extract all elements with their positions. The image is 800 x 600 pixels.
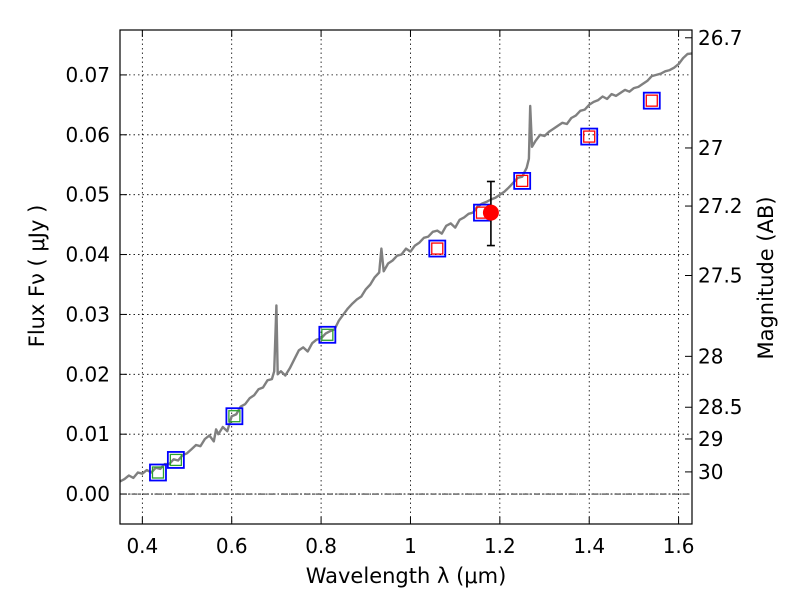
- observed-photometry-marker: [642, 91, 661, 110]
- photometry-markers: [149, 91, 661, 482]
- observed-photometry-marker: [149, 463, 167, 482]
- x-tick-label: 1.2: [484, 534, 516, 558]
- model-photometry-marker: [228, 410, 241, 423]
- y-tick-label: 0.03: [65, 302, 110, 326]
- observed-photometry-marker: [428, 239, 447, 258]
- x-tick-label: 0.8: [305, 534, 337, 558]
- detection-point: [482, 204, 499, 221]
- model-photometry-marker: [645, 94, 658, 107]
- model-photometry-marker: [431, 242, 444, 255]
- magnitude-tick-label: 30: [698, 460, 723, 484]
- x-axis-ticks: 0.4 0.6 0.8 1 1.2 1.4 1.6: [126, 30, 695, 558]
- grid-lines: [120, 30, 692, 524]
- y-tick-label: 0.04: [65, 243, 110, 267]
- spectrum-line: [119, 52, 693, 483]
- magnitude-tick-label: 27.2: [698, 194, 743, 218]
- magnitude-tick-label: 26.7: [698, 26, 743, 50]
- x-tick-label: 0.4: [126, 534, 158, 558]
- magnitude-tick-label: 27.5: [698, 264, 743, 288]
- x-axis-label: Wavelength λ (μm): [306, 564, 507, 588]
- x-tick-label: 0.6: [216, 534, 248, 558]
- magnitude-tick-label: 28: [698, 344, 723, 368]
- model-photometry-marker: [321, 328, 334, 341]
- y-tick-label: 0.05: [65, 183, 110, 207]
- observed-photometry-marker: [513, 171, 532, 190]
- magnitude-tick-label: 29: [698, 427, 723, 451]
- plot-frame: [119, 29, 693, 525]
- x-tick-label: 1: [404, 534, 417, 558]
- magnitude-tick-label: 27: [698, 136, 723, 160]
- plot-border: [119, 29, 693, 525]
- observed-photometry-marker: [580, 127, 599, 146]
- x-tick-label: 1.4: [573, 534, 605, 558]
- y-tick-label: 0.07: [65, 63, 110, 87]
- y-tick-label: 0.06: [65, 123, 110, 147]
- observed-photometry-marker: [318, 325, 337, 344]
- spectrum-series: [119, 52, 693, 483]
- model-photometry-marker: [583, 130, 596, 143]
- y-axis-label: Flux Fν ( μJy ): [25, 205, 49, 348]
- y-tick-label: 0.00: [65, 482, 110, 506]
- y-tick-label: 0.01: [65, 422, 110, 446]
- y-axis-ticks: 0.00 0.01 0.02 0.03 0.04 0.05 0.06 0.07: [65, 63, 127, 506]
- magnitude-axis-label: Magnitude (AB): [754, 196, 778, 359]
- y-tick-label: 0.02: [65, 362, 110, 386]
- x-tick-label: 1.6: [663, 534, 695, 558]
- model-photometry-marker: [516, 174, 529, 188]
- model-photometry-marker: [169, 453, 183, 467]
- model-photometry-marker: [151, 466, 165, 479]
- observed-photometry-marker: [225, 407, 244, 426]
- magnitude-tick-label: 28.5: [698, 395, 743, 419]
- observed-photometry-marker: [166, 451, 185, 469]
- magnitude-axis-ticks: 26.7 27 27.2 27.5 28 28.5 29 30: [685, 26, 743, 484]
